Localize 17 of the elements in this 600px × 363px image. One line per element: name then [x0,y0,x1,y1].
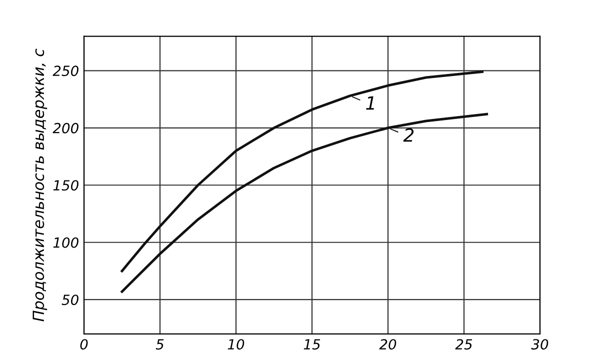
y-tick-label: 200 [52,122,78,134]
x-tick-label: 30 [531,339,548,350]
x-tick-label: 5 [156,339,164,350]
x-tick-label: 20 [379,339,396,350]
y-tick-label: 100 [53,237,78,248]
x-tick-label: 15 [304,339,320,350]
line-series [120,112,488,293]
y-tick-label: 50 [62,294,78,306]
y-axis-title: Продолжительность выдержки, с [32,48,48,322]
legend-label: 2 [403,128,414,142]
x-tick-label: 25 [455,339,472,350]
x-tick-label: 0 [80,339,88,350]
x-tick-label: 10 [228,339,244,350]
y-tick-label: 250 [52,66,78,76]
y-tick-label: 150 [53,180,78,191]
line-series [120,70,484,272]
legend-label: 1 [366,96,374,110]
